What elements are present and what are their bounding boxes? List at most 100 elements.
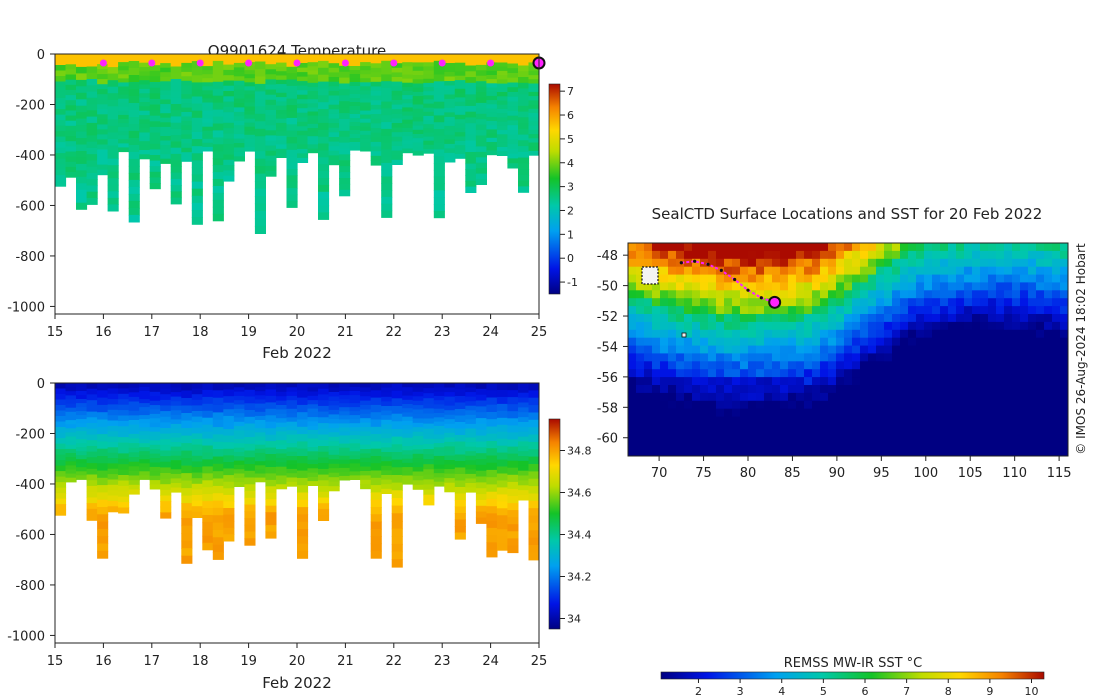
profile-cell [244,142,256,148]
profile-cell [349,423,361,428]
profile-cell [391,63,403,69]
profile-cell [496,121,508,127]
profile-cell [475,113,487,120]
profile-cell [465,140,477,147]
profile-cell [139,97,151,103]
profile-cell [254,411,266,417]
profile-cell [339,451,351,457]
profile-cell [265,467,277,475]
colorbar-tick-label: 1 [567,228,574,241]
sst-cell [716,298,725,307]
sst-cell [980,250,989,260]
sst-cell [748,274,757,284]
sst-cell [844,282,853,291]
profile-cell [496,508,508,516]
profile-cell [139,102,151,107]
profile-cell [391,118,403,124]
sst-cell [820,377,829,386]
profile-cell [360,82,372,87]
profile-cell [360,94,372,99]
profile-cell [496,134,508,140]
sst-cell [1004,385,1013,394]
profile-cell [276,457,288,463]
sst-cell [1004,432,1013,441]
sst-cell [820,400,829,410]
profile-cell [370,91,382,97]
profile-cell [244,538,256,546]
profile-cell [254,188,266,197]
sst-cell [980,243,989,252]
profile-cell [212,485,224,494]
profile-cell [444,130,456,136]
profile-cell [475,435,487,442]
profile-cell [233,477,245,483]
profile-cell [370,390,382,399]
sst-cell [828,385,837,394]
profile-cell [107,145,119,153]
profile-cell [65,84,77,91]
profile-cell [86,160,98,168]
profile-cell [128,179,140,188]
profile-cell [254,395,266,400]
sst-cell [916,329,925,339]
sst-cell [772,408,781,418]
profile-cell [444,387,456,393]
sst-cell [748,321,757,331]
profile-cell [507,111,519,117]
profile-cell [391,444,403,453]
sst-cell [740,416,749,426]
profile-cell [107,67,119,75]
profile-cell [307,391,319,397]
sst-cell [884,298,893,307]
profile-cell [528,397,539,406]
profile-cell [402,66,414,71]
sst-cell [764,258,773,268]
profile-cell [212,544,224,553]
sst-cell [724,416,733,426]
profile-cell [212,123,224,131]
profile-cell [402,123,414,129]
profile-cell [412,75,424,80]
profile-cell [233,103,245,109]
profile-cell [286,383,298,388]
sst-cell [940,440,949,449]
profile-cell [496,142,508,148]
profile-cell [391,67,403,73]
profile-cell [433,430,445,436]
profile-cell [297,383,309,391]
profile-cell [233,417,245,423]
profile-cell [307,455,319,461]
sst-cell [628,306,637,315]
profile-cell [233,151,245,157]
profile-cell [381,410,393,416]
profile-cell [181,495,193,504]
profile-cell [433,425,445,431]
profile-cell [360,78,372,83]
profile-cell [86,463,98,470]
profile-cell [254,407,266,413]
sst-cell [836,298,845,307]
profile-cell [433,210,445,219]
sst-cell [964,361,973,370]
sst-cell [1060,385,1068,394]
sst-cell [1020,274,1029,284]
profile-cell [128,193,140,202]
profile-cell [191,82,203,91]
sst-cell [700,290,709,299]
sst-cell [684,258,693,268]
profile-cell [191,153,203,161]
profile-cell [328,392,340,398]
profile-cell [486,150,498,156]
profile-cell [118,431,130,438]
sst-cell [788,432,797,441]
profile-cell [475,54,487,60]
profile-cell [381,470,393,476]
profile-cell [339,439,351,445]
profile-cell [465,387,477,393]
sst-cell [964,369,973,378]
profile-cell [276,484,288,490]
profile-cell [170,197,182,205]
profile-cell [297,397,309,406]
profile-cell [223,501,235,509]
sst-cell [716,329,725,339]
